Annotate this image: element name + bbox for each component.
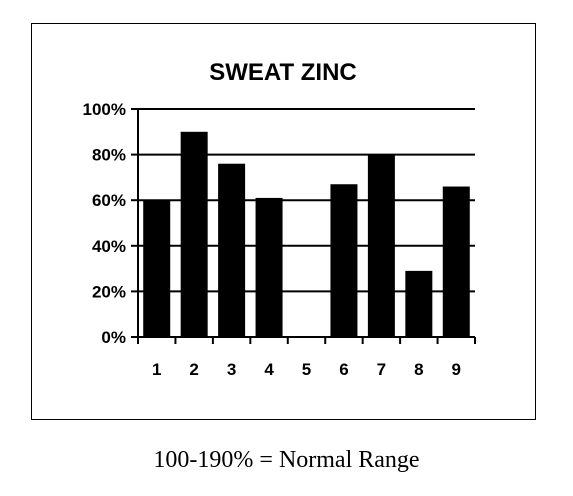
x-tick-label: 6 bbox=[339, 360, 348, 379]
bar bbox=[442, 186, 470, 337]
bar bbox=[218, 163, 246, 337]
y-tick-label: 60% bbox=[92, 191, 126, 210]
y-tick-label: 80% bbox=[92, 146, 126, 165]
chart-frame bbox=[31, 23, 536, 420]
bar bbox=[143, 200, 171, 337]
normal-range-note: 100-190% = Normal Range bbox=[153, 447, 420, 473]
y-tick-label: 40% bbox=[92, 237, 126, 256]
bars bbox=[143, 131, 470, 337]
y-tick-label: 20% bbox=[92, 282, 126, 301]
x-tick-label: 2 bbox=[189, 360, 198, 379]
x-tick-label: 1 bbox=[152, 360, 161, 379]
bar bbox=[330, 184, 358, 337]
bar bbox=[255, 197, 283, 337]
x-tick-label: 4 bbox=[264, 360, 274, 379]
bar bbox=[405, 270, 433, 337]
bar bbox=[367, 154, 395, 337]
x-tick-label: 9 bbox=[452, 360, 461, 379]
axes bbox=[131, 108, 476, 344]
x-tick-label: 3 bbox=[227, 360, 236, 379]
x-tick-labels: 1 2 3 4 5 6 7 8 9 bbox=[152, 360, 461, 379]
y-tick-label: 0% bbox=[101, 328, 126, 347]
y-tick-label: 100% bbox=[83, 100, 126, 119]
x-tick-label: 8 bbox=[414, 360, 423, 379]
chart-title: SWEAT ZINC bbox=[209, 59, 357, 86]
x-tick-label: 7 bbox=[377, 360, 386, 379]
y-tick-labels: 0% 20% 40% 60% 80% 100% bbox=[83, 100, 126, 347]
x-tick-label: 5 bbox=[302, 360, 311, 379]
chart-svg: SWEAT ZINC 0% 20% 40% 60% 80% 100% 1 2 3 4 5 6 7 8 9 bbox=[83, 59, 476, 379]
bar bbox=[180, 131, 208, 337]
